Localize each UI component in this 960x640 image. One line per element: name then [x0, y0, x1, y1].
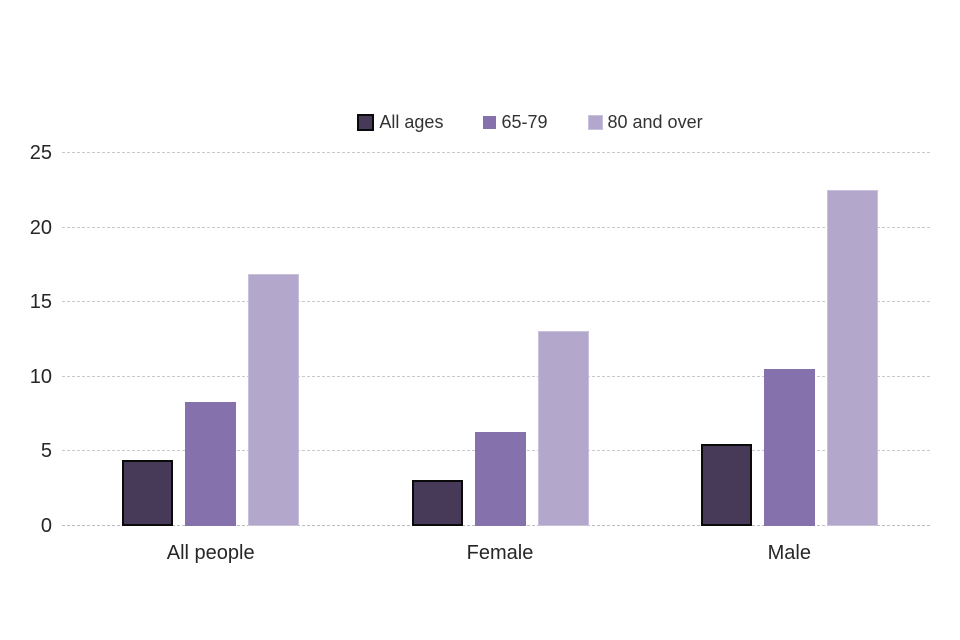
gridline-y-25 — [62, 152, 930, 153]
legend-swatch-icon — [587, 115, 603, 130]
gridline-y-10 — [62, 375, 930, 377]
chart-legend: All ages 65-79 80 and over — [50, 112, 960, 133]
legend-swatch-icon — [357, 114, 375, 131]
bar-male-65-79 — [763, 369, 815, 526]
bar-female-65-79 — [474, 432, 526, 526]
x-axis-category-labels: All people Female Male — [0, 542, 960, 570]
y-tick-label: 25 — [29, 142, 52, 164]
y-axis-tick-labels: 0 5 10 15 20 25 — [0, 143, 52, 536]
x-category-label: Female — [466, 542, 534, 564]
bar-female-80-and-over — [537, 330, 589, 526]
bar-female-all-ages — [411, 479, 463, 526]
gridline-y-15 — [62, 301, 930, 303]
y-tick-label: 10 — [29, 365, 52, 388]
legend-label: 65-79 — [501, 112, 548, 132]
legend-swatch-icon — [483, 116, 497, 129]
y-tick-label: 15 — [29, 291, 52, 314]
y-tick-label: 0 — [40, 515, 52, 537]
y-tick-label: 5 — [40, 440, 52, 463]
bar-all-people-80-and-over — [248, 273, 300, 526]
x-category-label: All people — [166, 542, 255, 564]
bar-male-80-and-over — [826, 190, 878, 526]
bar-all-people-all-ages — [122, 460, 174, 526]
plot-area — [62, 152, 930, 526]
legend-label: 80 and over — [607, 112, 703, 132]
legend-item-all-ages: All ages — [357, 112, 443, 133]
gridline-y-20 — [62, 226, 930, 228]
legend-item-80-and-over: 80 and over — [587, 112, 703, 133]
legend-label: All ages — [379, 112, 444, 132]
y-tick-label: 20 — [29, 216, 52, 239]
x-category-label: Male — [767, 542, 811, 564]
legend-item-65-79: 65-79 — [483, 112, 548, 133]
bar-all-people-65-79 — [185, 402, 237, 526]
bar-male-all-ages — [700, 443, 752, 526]
